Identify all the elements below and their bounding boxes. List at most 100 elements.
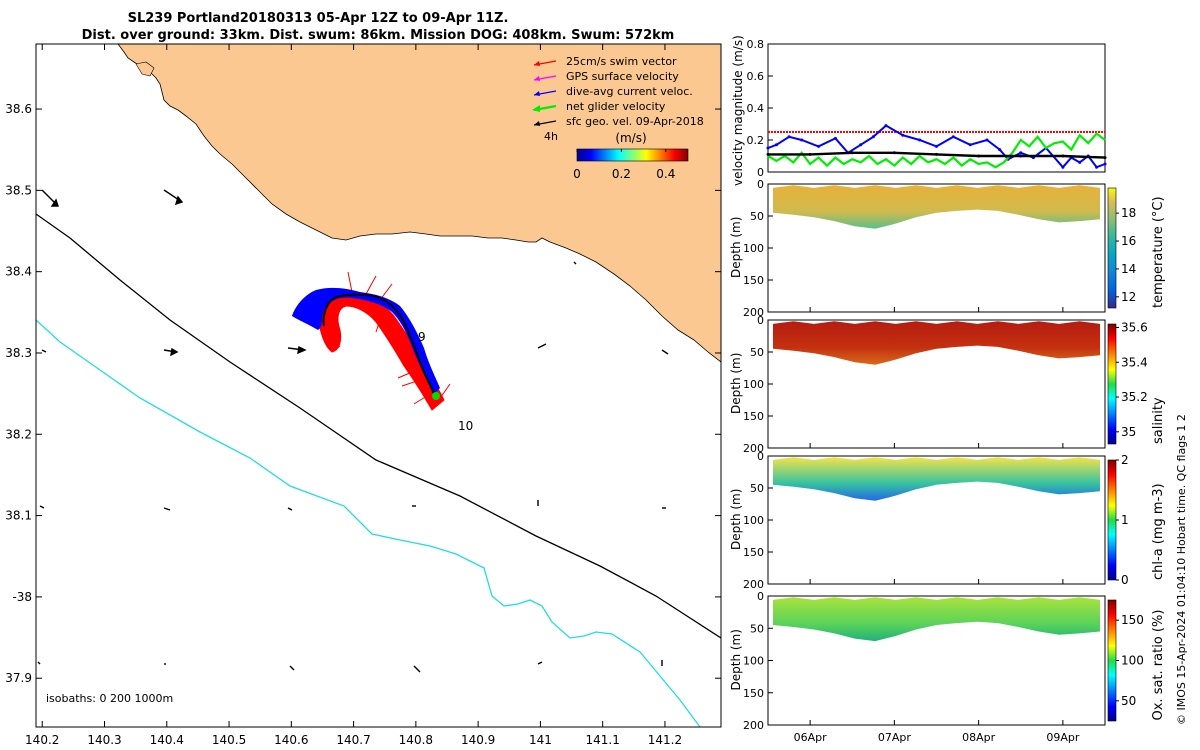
map-ytick-label: 38.6 xyxy=(5,102,32,116)
temperature-panel: 0 50 100 150 200 Depth (m) 12 14 16 18 temperature… xyxy=(729,178,1166,319)
map-frame xyxy=(35,43,722,728)
velocity-point xyxy=(977,154,981,158)
depth-axis-label: Depth (m) xyxy=(729,629,743,690)
depth-tick-label: 100 xyxy=(743,242,764,255)
map-xtick-label: 141.2 xyxy=(648,733,682,747)
map-ytick-label: 38.2 xyxy=(5,427,32,441)
map-ytick-label: -38 xyxy=(12,590,32,604)
map-legend: 25cm/s swim vector GPS surface velocity … xyxy=(532,55,704,181)
depth-tick-label: 150 xyxy=(743,546,764,559)
velocity-point xyxy=(935,152,938,156)
colorbar-tick-label: 0 xyxy=(1121,573,1129,587)
colorbar-tick-label: 16 xyxy=(1121,234,1136,248)
map-xtick-label: 140.9 xyxy=(461,733,495,747)
map-xtick-label: 141.1 xyxy=(586,733,620,747)
day-label-10: 10 xyxy=(458,419,473,433)
depth-tick-label: 150 xyxy=(743,410,764,423)
salinity-panel: 0 50 100 150 200 Depth (m) 35 35.2 35.4 35.6 salin… xyxy=(729,314,1166,455)
depth-tick-label: 100 xyxy=(743,378,764,391)
depth-tick-label: 200 xyxy=(743,719,764,732)
colorbar-tick-label: 1 xyxy=(1121,513,1129,527)
depth-tick-label: 200 xyxy=(743,306,764,319)
depth-tick-label: 100 xyxy=(743,514,764,527)
velocity-ylabel: velocity magnitude (m/s) xyxy=(731,35,745,186)
map-xtick-label: 140.6 xyxy=(274,733,308,747)
imos-timestamp: © IMOS 15-Apr-2024 01:04:10 Hobart time.… xyxy=(1175,414,1188,725)
colorbar-tick-label: 100 xyxy=(1121,654,1144,668)
velocity-point xyxy=(808,152,812,156)
colorbar-tick-label: 12 xyxy=(1121,290,1136,304)
time-tick-label: 09Apr xyxy=(1046,731,1080,744)
map-xtick-label: 140.3 xyxy=(87,733,121,747)
velocity-frame xyxy=(767,43,1106,173)
velocity-ytick-label: 0.6 xyxy=(747,70,765,83)
velocity-panel: 0 0.2 0.4 0.6 0.8 velocity magnitude (m/s) xyxy=(731,35,1107,186)
depth-tick-label: 200 xyxy=(743,578,764,591)
velocity-point xyxy=(1019,151,1023,155)
time-tick-label: 08Apr xyxy=(962,731,996,744)
section-data-field xyxy=(773,457,1100,501)
legend-sfc-geo: sfc geo. vel. 09-Apr-2018 xyxy=(533,115,704,128)
legend-swim-vector: 25cm/s swim vector xyxy=(533,55,677,68)
velocity-point xyxy=(859,143,863,147)
colorbar-tick-label: 35.6 xyxy=(1121,320,1148,334)
section-colorbar xyxy=(1107,187,1117,309)
velocity-point xyxy=(766,146,770,150)
map-ytick-label: 38.4 xyxy=(5,265,32,279)
velocity-point xyxy=(766,152,770,156)
glider-track xyxy=(322,293,435,395)
variable-label: chl-a (mg m-3) xyxy=(1151,483,1166,580)
oxygen-panel: 0 50 100 150 200 Depth (m) 50 100 150 Ox. sat. ra… xyxy=(729,590,1166,732)
map-xtick-label: 140.7 xyxy=(336,733,370,747)
legend-sfc-geo-label: sfc geo. vel. 09-Apr-2018 xyxy=(566,115,704,128)
depth-tick-label: 150 xyxy=(743,274,764,287)
day-label-9: 9 xyxy=(418,330,426,344)
velocity-point xyxy=(1103,162,1107,166)
depth-axis-label: Depth (m) xyxy=(729,353,743,414)
velocity-point xyxy=(935,144,938,148)
velocity-point xyxy=(884,124,888,128)
depth-tick-label: 100 xyxy=(743,655,764,668)
colorbar-tick-label: 150 xyxy=(1121,613,1144,627)
legend-time-label: 4h xyxy=(544,130,558,143)
isobath-legend-text: isobaths: 0 200 1000m xyxy=(46,692,173,705)
map-xtick-label: 140.2 xyxy=(25,733,59,747)
section-colorbar xyxy=(1107,459,1117,581)
isobath-1000m xyxy=(36,319,701,727)
velocity-point xyxy=(800,138,804,142)
velocity-point xyxy=(918,138,922,142)
map-ytick-label: 37.9 xyxy=(5,671,32,685)
velocity-point xyxy=(871,135,875,139)
depth-tick-label: 0 xyxy=(757,450,764,463)
section-colorbar xyxy=(1107,323,1117,445)
section-data-field xyxy=(773,185,1100,229)
legend-net-glider-label: net glider velocity xyxy=(566,100,666,113)
velocity-point xyxy=(787,135,791,139)
speed-colorbar-tick-label: 0.4 xyxy=(656,167,675,181)
variable-label: Ox. sat. ratio (%) xyxy=(1151,610,1166,721)
map-xtick-label: 140.5 xyxy=(212,733,246,747)
velocity-point xyxy=(817,144,821,148)
velocity-point xyxy=(774,143,778,147)
colorbar-tick-label: 14 xyxy=(1121,262,1136,276)
depth-tick-label: 50 xyxy=(750,622,764,635)
variable-label: temperature (°C) xyxy=(1151,196,1166,308)
velocity-ytick-label: 0.8 xyxy=(747,38,765,51)
time-tick-label: 07Apr xyxy=(878,731,912,744)
velocity-y-axis: 0 0.2 0.4 0.6 0.8 xyxy=(747,38,773,179)
map-ytick-label: 38.3 xyxy=(5,346,32,360)
velocity-point xyxy=(833,136,837,140)
velocity-point xyxy=(901,133,905,137)
colorbar-tick-label: 50 xyxy=(1121,694,1136,708)
map-panel: 9 10 isobaths: 0 200 1000m 140.2 140.3 140… xyxy=(5,43,722,747)
velocity-point xyxy=(951,135,955,139)
depth-tick-label: 50 xyxy=(750,482,764,495)
colorbar-tick-label: 2 xyxy=(1121,453,1129,467)
depth-tick-label: 0 xyxy=(757,590,764,603)
velocity-point xyxy=(1061,165,1065,169)
map-xtick-label: 141 xyxy=(529,733,552,747)
legend-gps-velocity: GPS surface velocity xyxy=(533,70,679,83)
section-data-field xyxy=(773,321,1100,365)
